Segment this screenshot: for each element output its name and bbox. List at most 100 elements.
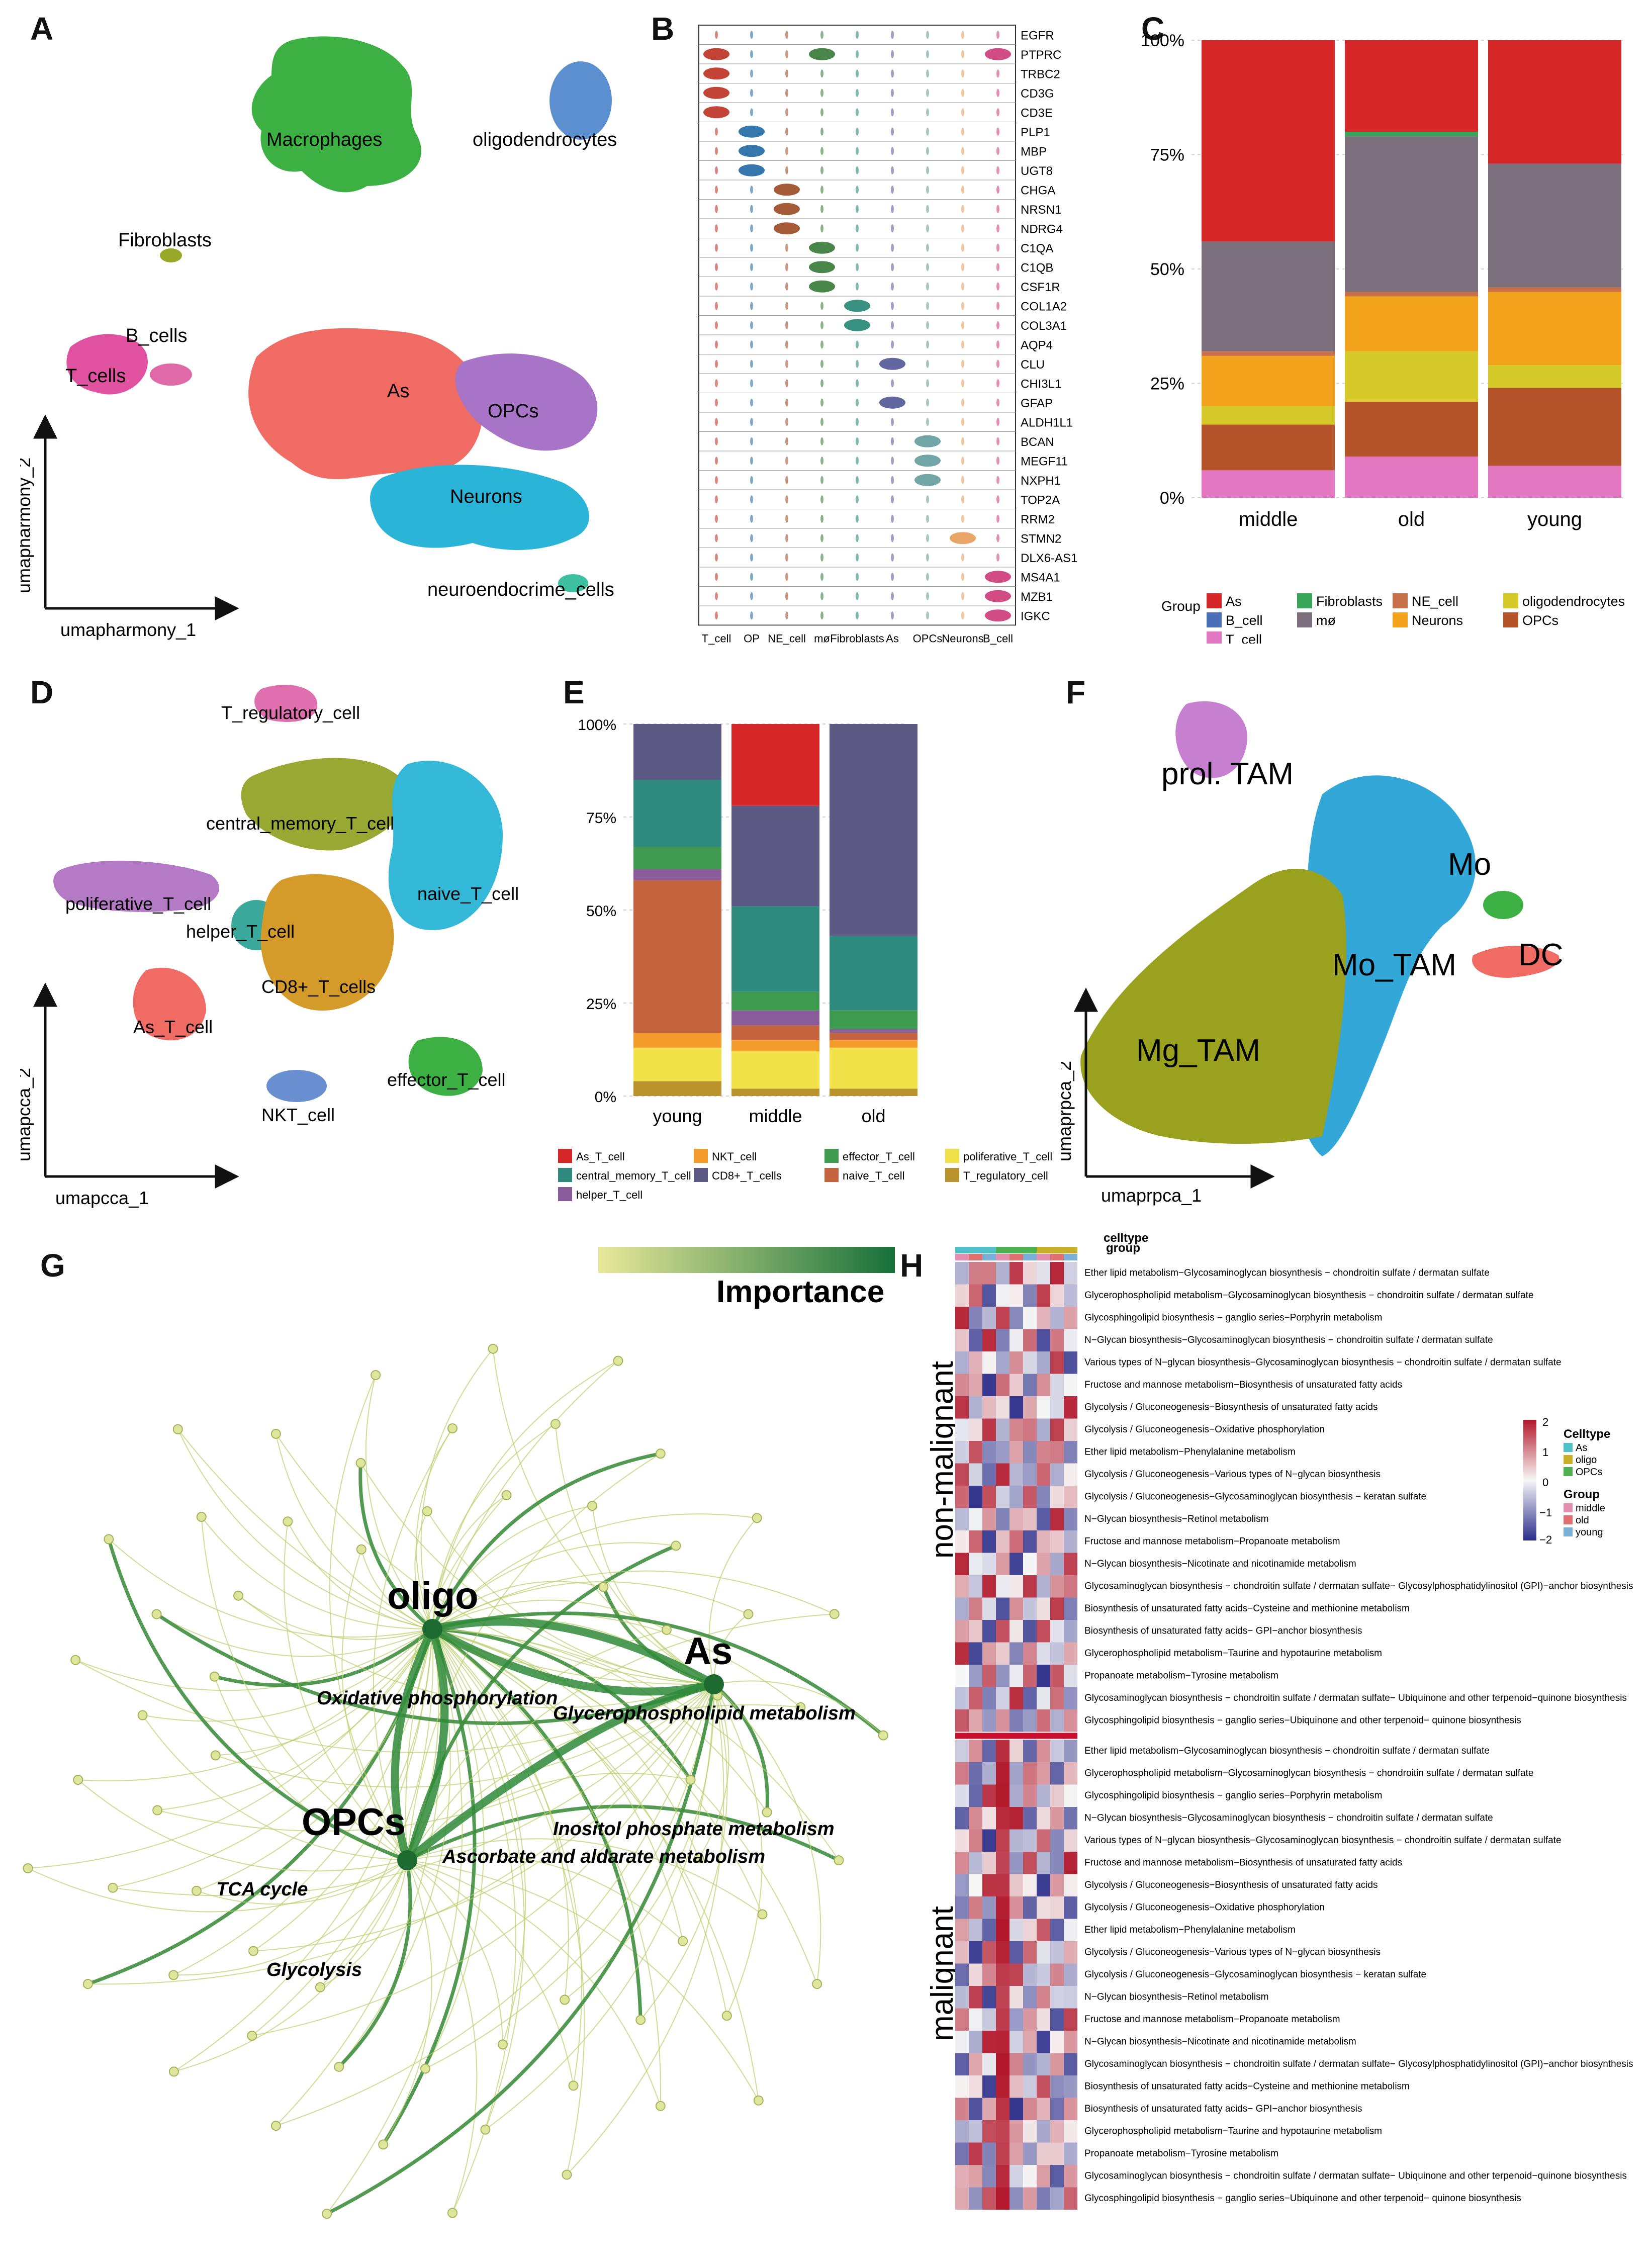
violin	[820, 495, 823, 504]
bar-segment	[1488, 40, 1621, 164]
anno-celltype-cell	[1023, 1247, 1037, 1253]
bar-segment	[1202, 40, 1335, 242]
violin	[961, 437, 964, 445]
legend-celltype-title: Celltype	[1564, 1427, 1610, 1441]
violin	[891, 553, 894, 562]
cluster-effector	[408, 1037, 483, 1096]
violin	[715, 302, 718, 310]
label-t-cells: T_cells	[65, 366, 126, 387]
legend-swatch	[694, 1168, 708, 1182]
heatmap-cell	[982, 1874, 996, 1896]
violin	[926, 302, 929, 310]
heatmap-cell	[996, 1262, 1010, 1285]
legend-label: naive_T_cell	[843, 1169, 905, 1182]
heatmap-row-label: Biosynthesis of unsaturated fatty acids−…	[1084, 1603, 1410, 1614]
violin	[996, 340, 999, 349]
heatmap-cell	[1064, 1374, 1077, 1396]
network-edge	[196, 1860, 408, 1905]
network-node	[108, 1882, 118, 1893]
cluster-neurons	[370, 465, 590, 550]
legend-label: oligodendrocytes	[1522, 594, 1625, 609]
network-edge	[329, 1375, 408, 1861]
heatmap-cell	[1010, 2165, 1023, 2188]
heatmap-cell	[1037, 1463, 1050, 1486]
violin	[715, 243, 718, 252]
legend-swatch	[1503, 612, 1518, 627]
violin	[996, 282, 999, 291]
heatmap-cell	[1023, 1784, 1037, 1807]
network-node	[480, 2124, 491, 2135]
heatmap-cell	[982, 1919, 996, 1941]
bar-segment	[633, 1033, 721, 1048]
heatmap-cell	[1023, 1829, 1037, 1852]
network-edge	[177, 1429, 433, 1629]
bar-segment	[633, 1081, 721, 1096]
violin	[926, 592, 929, 600]
heatmap-cell	[955, 1963, 969, 1986]
heatmap-cell	[969, 1642, 982, 1665]
violin	[961, 302, 964, 310]
network-edges-nodes	[23, 1343, 888, 2219]
heatmap-cell	[1037, 1709, 1050, 1732]
violin	[961, 88, 964, 97]
gene-label: NDRG4	[1021, 222, 1063, 236]
heatmap-cell	[996, 1463, 1010, 1486]
network-node	[191, 1885, 202, 1896]
violin	[785, 108, 788, 117]
heatmap-cell	[982, 1941, 996, 1964]
pathway-inositol: Inositol phosphate metabolism	[553, 1819, 835, 1840]
heatmap-cell	[996, 1374, 1010, 1396]
violin	[856, 476, 859, 484]
heatmap-cell	[982, 2053, 996, 2075]
heatmap-cell	[1010, 1441, 1023, 1464]
violin	[926, 282, 929, 291]
y-tick-label: 0%	[1160, 489, 1184, 508]
heatmap-cell	[1023, 1329, 1037, 1351]
network-edge	[407, 1860, 478, 2213]
heatmap-cell	[982, 1807, 996, 1830]
anno-group-cell	[955, 1254, 969, 1260]
gene-label: MZB1	[1021, 590, 1053, 604]
label-naive: naive_T_cell	[417, 883, 519, 904]
network-edge	[432, 1570, 835, 1629]
heatmap-cell	[1037, 1762, 1050, 1785]
heatmap-cell	[1010, 1665, 1023, 1687]
heatmap-cell	[1010, 1687, 1023, 1709]
heatmap-cell	[969, 1575, 982, 1598]
axis-arrows	[33, 982, 239, 1189]
panel-h-heatmap: non-malignant malignant Ether lipid meta…	[925, 1231, 1633, 2210]
panel-label-g: G	[40, 1247, 65, 1284]
panel-label-a: A	[30, 11, 54, 47]
network-node	[488, 1343, 498, 1354]
heatmap-cell	[1023, 1762, 1037, 1785]
violin	[961, 186, 964, 194]
bar-segment	[731, 1088, 819, 1096]
gene-label: TOP2A	[1021, 493, 1060, 507]
bar-segment	[1345, 132, 1478, 137]
network-edge	[432, 1611, 885, 1737]
heatmap-row-label: Fructose and mannose metabolism−Biosynth…	[1084, 1380, 1402, 1390]
network-edge	[640, 1684, 728, 2021]
violin	[926, 69, 929, 78]
legend-label: As_T_cell	[576, 1150, 625, 1163]
network-edge	[201, 1516, 408, 1861]
legend-swatch	[1564, 1515, 1573, 1524]
network-edge	[407, 1860, 574, 2086]
heatmap-row-label: Ether lipid metabolism−Phenylalanine met…	[1084, 1447, 1296, 1458]
violin	[926, 418, 929, 426]
violin	[961, 379, 964, 388]
violin	[715, 147, 718, 155]
violin	[856, 495, 859, 504]
heatmap-cell	[1023, 2008, 1037, 2031]
violin	[856, 398, 859, 407]
heatmap-cell	[996, 1740, 1010, 1762]
network-node	[283, 1516, 293, 1527]
bar-segment	[1488, 287, 1621, 292]
heatmap-cell	[1037, 1597, 1050, 1620]
heatmap-cell	[1064, 2053, 1077, 2075]
heatmap-cell	[1064, 2008, 1077, 2031]
heatmap-cell	[1064, 2120, 1077, 2143]
violin	[856, 379, 859, 388]
heatmap-cell	[969, 1620, 982, 1643]
violin	[739, 164, 765, 176]
